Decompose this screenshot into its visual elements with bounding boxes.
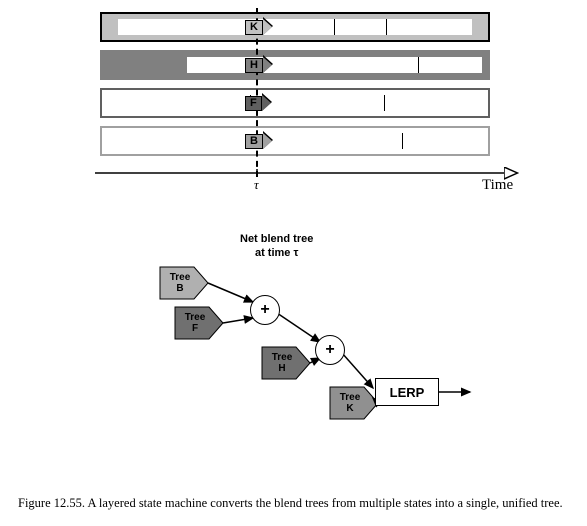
tree-node-label: Tree F xyxy=(179,312,211,334)
marker-label: F xyxy=(245,96,262,111)
marker-arrow xyxy=(263,132,273,150)
plus-node: + xyxy=(315,335,345,365)
tree-node-label: Tree K xyxy=(334,392,366,414)
track-marker: F xyxy=(245,94,272,112)
track-marker: B xyxy=(245,132,273,150)
track-marker: K xyxy=(245,18,273,36)
tree-node-label: Tree H xyxy=(266,352,298,374)
plus-node: + xyxy=(250,295,280,325)
marker-label: K xyxy=(245,20,263,35)
marker-label: H xyxy=(245,58,263,73)
blend-title: Net blend tree at time τ xyxy=(240,232,313,261)
figure-caption: Figure 12.55. A layered state machine co… xyxy=(18,495,569,512)
marker-arrow xyxy=(263,18,273,36)
marker-arrow xyxy=(263,56,273,74)
tree-node-label: Tree B xyxy=(164,272,196,294)
marker-label: B xyxy=(245,134,263,149)
lerp-box: LERP xyxy=(375,378,439,406)
track-marker: H xyxy=(245,56,273,74)
marker-arrow xyxy=(262,94,272,112)
